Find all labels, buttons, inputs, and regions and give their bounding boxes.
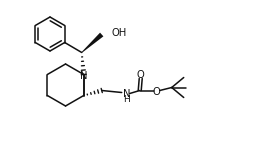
Text: H: H (123, 95, 130, 104)
Text: N: N (123, 89, 130, 99)
Text: N: N (80, 71, 87, 80)
Text: O: O (137, 70, 145, 80)
Text: O: O (153, 86, 161, 96)
Text: OH: OH (112, 28, 127, 38)
Polygon shape (81, 33, 103, 53)
